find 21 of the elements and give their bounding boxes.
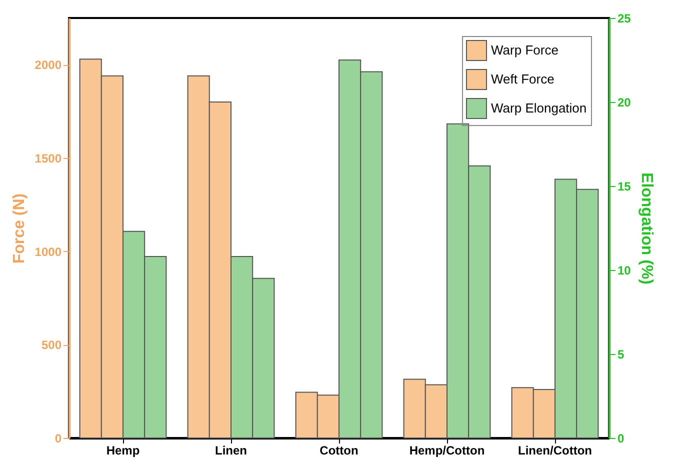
legend-label: Weft Force	[491, 72, 554, 86]
y-tick-label: 1500	[34, 152, 62, 166]
legend-label: Warp Force	[491, 42, 558, 58]
x-tick-label: Cotton	[320, 444, 358, 458]
x-tick-label: Linen	[215, 444, 247, 458]
y2-tick-label: 20	[618, 96, 632, 110]
y-tick-label: 0	[54, 432, 62, 446]
x-tick-label: Hemp/Cotton	[409, 444, 485, 458]
y-axis-title: Force (N)	[10, 193, 28, 264]
y2-tick-label: 25	[618, 12, 632, 26]
y2-tick-label: 0	[618, 432, 624, 446]
y2-tick-label: 10	[618, 264, 632, 278]
y-tick-label: 500	[41, 338, 62, 352]
y2-tick-label: 5	[618, 348, 624, 362]
y2-axis-title: Elongation (%)	[638, 172, 655, 284]
x-tick-label: Hemp	[106, 444, 140, 458]
x-tick-label: Linen/Cotton	[518, 444, 592, 458]
y-tick-label: 2000	[34, 58, 62, 72]
legend-label: Warp Elongation	[491, 100, 587, 116]
y-tick-label: 1000	[34, 244, 62, 259]
y2-tick-label: 15	[618, 180, 632, 194]
